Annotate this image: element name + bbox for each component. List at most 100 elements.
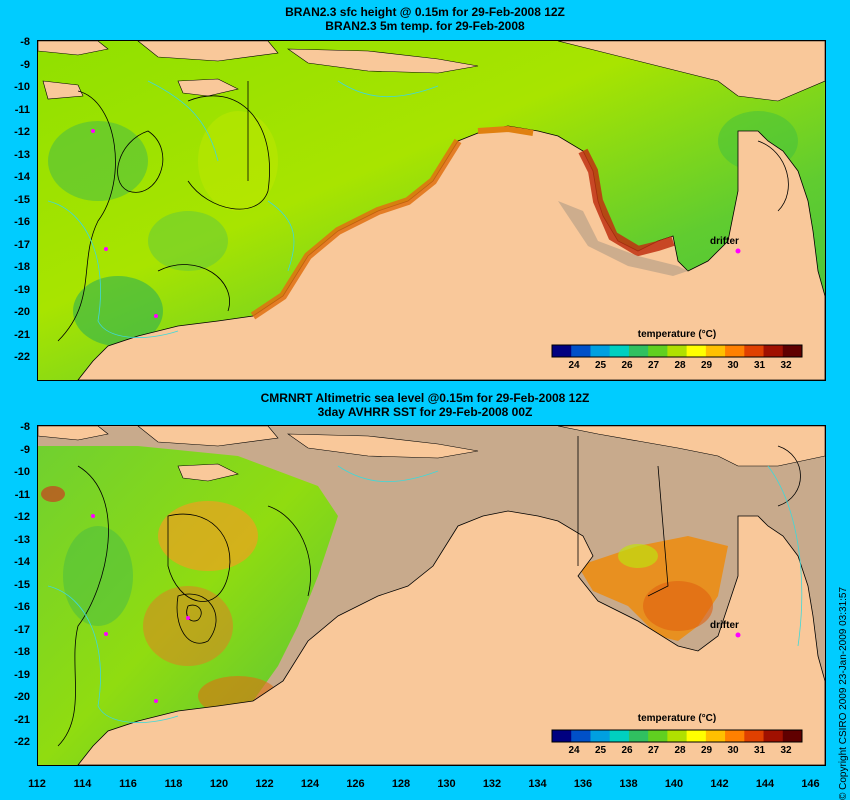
colorbar-swatch <box>628 345 649 357</box>
longitude-tick-label: 122 <box>255 778 274 790</box>
bottom-drifter-label: drifter <box>710 620 739 631</box>
colorbar-swatch <box>609 730 630 742</box>
top-title-line1: BRAN2.3 sfc height @ 0.15m for 29-Feb-20… <box>285 5 565 19</box>
longitude-tick-label: 134 <box>528 778 547 790</box>
colorbar-swatch <box>705 345 726 357</box>
latitude-tick-label: -15 <box>14 578 30 591</box>
latitude-tick-label: -12 <box>14 126 30 138</box>
latitude-tick-label: -20 <box>14 306 30 318</box>
longitude-tick-label: 140 <box>664 778 684 790</box>
colorbar-border <box>551 344 803 358</box>
latitude-tick-label: -10 <box>14 81 30 93</box>
latitude-tick-label: -13 <box>14 533 30 546</box>
latitude-tick-label: -8 <box>20 421 30 433</box>
colorbar-swatch <box>725 345 745 357</box>
colorbar-swatch <box>686 730 707 742</box>
colorbar-tick-label: 27 <box>647 745 660 756</box>
latitude-tick-label: -18 <box>14 261 30 273</box>
latitude-tick-label: -16 <box>14 601 30 613</box>
bottom-title-line1: CMRNRT Altimetric sea level @0.15m for 2… <box>260 391 590 405</box>
colorbar-swatch <box>725 730 745 742</box>
colorbar-tick-label: 24 <box>568 745 580 756</box>
top-coastal-warm-band <box>250 138 462 320</box>
longitude-tick-label: 136 <box>573 778 593 790</box>
colorbar-swatch <box>648 345 668 357</box>
colorbar-tick-label: 28 <box>674 745 686 756</box>
bottom-title-line2: 3day AVHRR SST for 29-Feb-2008 00Z <box>317 405 533 419</box>
latitude-tick-label: -22 <box>14 351 30 363</box>
bottom-bathymetry-lines <box>47 465 803 723</box>
latitude-tick-label: -12 <box>14 511 30 523</box>
colorbar-tick-label: 24 <box>568 360 580 371</box>
latitude-tick-label: -10 <box>14 466 30 478</box>
top-colorbar-title: temperature (°C) <box>637 329 717 340</box>
colorbar-tick-label: 30 <box>727 360 739 371</box>
latitude-tick-label: -20 <box>14 691 30 703</box>
latitude-tick-label: -9 <box>20 443 30 456</box>
latitude-tick-label: -16 <box>14 216 30 228</box>
latitude-tick-label: -19 <box>14 283 30 296</box>
colorbar-tick-label: 26 <box>621 360 633 371</box>
bottom-map-svg <box>38 426 825 765</box>
colorbar-tick-label: 29 <box>700 360 713 371</box>
longitude-tick-label: 138 <box>619 778 638 790</box>
longitude-tick-label: 116 <box>119 778 137 790</box>
longitude-tick-label: 132 <box>482 778 502 790</box>
colorbar-swatch <box>552 345 572 357</box>
colorbar-swatch <box>552 730 572 742</box>
latitude-tick-label: -11 <box>14 103 30 116</box>
longitude-tick-label: 114 <box>73 778 92 790</box>
latitude-tick-label: -21 <box>14 328 30 341</box>
latitude-tick-label: -9 <box>20 58 30 71</box>
bottom-colorbar <box>551 729 803 743</box>
latitude-tick-label: -19 <box>14 668 30 681</box>
latitude-tick-label: -17 <box>14 238 30 251</box>
longitude-tick-label: 128 <box>391 778 411 790</box>
colorbar-swatch <box>744 345 765 357</box>
top-map-svg <box>38 41 825 380</box>
longitude-tick-label: 146 <box>801 778 820 790</box>
longitude-tick-label: 112 <box>28 778 46 790</box>
colorbar-swatch <box>571 345 591 357</box>
top-sea-level-contours <box>57 81 789 342</box>
colorbar-swatch <box>590 345 611 357</box>
colorbar-tick-label: 30 <box>727 745 739 756</box>
longitude-tick-label: 124 <box>300 778 320 790</box>
colorbar-swatch <box>686 345 707 357</box>
top-drifter-label: drifter <box>710 236 739 247</box>
colorbar-tick-label: 25 <box>594 360 607 371</box>
colorbar-swatch <box>782 730 803 742</box>
longitude-tick-label: 142 <box>710 778 729 790</box>
bottom-drifter-marker <box>735 632 741 638</box>
top-title-line2: BRAN2.3 5m temp. for 29-Feb-2008 <box>325 19 525 33</box>
top-island-4 <box>177 78 239 97</box>
latitude-tick-label: -18 <box>14 646 30 658</box>
colorbar-tick-label: 27 <box>647 360 660 371</box>
colorbar-swatch <box>763 345 784 357</box>
longitude-tick-label: 118 <box>164 778 183 790</box>
top-island-1 <box>38 41 109 56</box>
colorbar-tick-label: 28 <box>674 360 686 371</box>
colorbar-swatch <box>763 730 784 742</box>
colorbar-swatch <box>628 730 649 742</box>
colorbar-swatch <box>590 730 611 742</box>
top-colorbar <box>551 344 803 358</box>
top-island-2 <box>137 41 279 62</box>
top-island-5 <box>557 41 825 102</box>
bottom-colorbar-title: temperature (°C) <box>637 713 717 724</box>
latitude-tick-label: -21 <box>14 713 30 726</box>
colorbar-tick-label: 26 <box>621 745 633 756</box>
colorbar-swatch <box>609 345 630 357</box>
colorbar-tick-label: 32 <box>780 745 792 756</box>
longitude-tick-label: 126 <box>346 778 365 790</box>
copyright-text: © Copyright CSIRO 2009 23-Jan-2009 03:31… <box>838 586 849 800</box>
bottom-map-panel: drifter temperature (°C) 24 25 26 27 28 29 30 3… <box>37 425 826 766</box>
colorbar-border <box>551 729 803 743</box>
latitude-tick-label: -13 <box>14 148 30 161</box>
colorbar-tick-label: 32 <box>780 360 792 371</box>
longitude-tick-label: 130 <box>437 778 456 790</box>
latitude-tick-label: -14 <box>14 556 30 568</box>
top-bathymetry-lines <box>47 80 439 338</box>
colorbar-tick-label: 31 <box>753 360 766 371</box>
longitude-tick-label: 120 <box>209 778 229 790</box>
